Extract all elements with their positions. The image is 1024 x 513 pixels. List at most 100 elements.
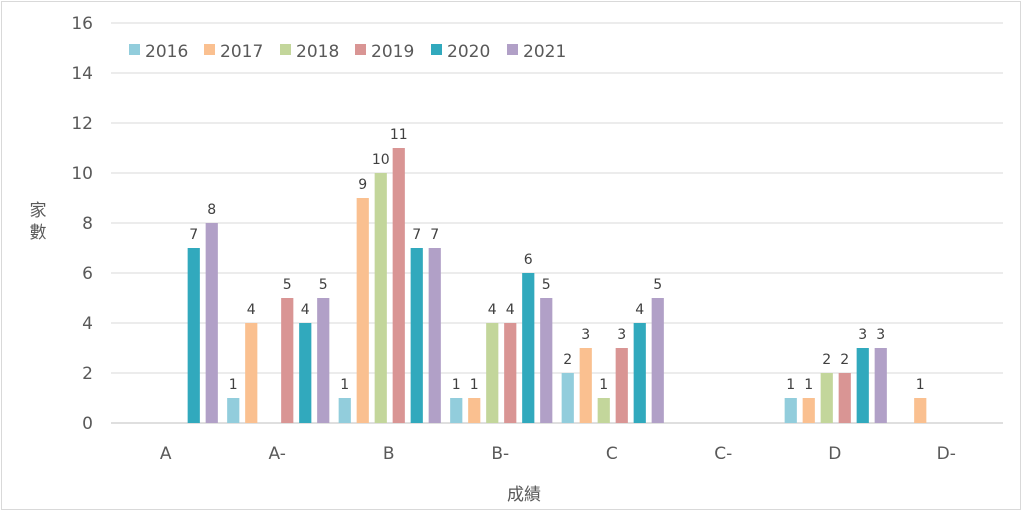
bar bbox=[820, 373, 833, 423]
bar bbox=[317, 298, 330, 423]
bar bbox=[227, 398, 240, 423]
bar bbox=[468, 398, 481, 423]
data-label: 1 bbox=[804, 377, 813, 393]
y-tick-label: 6 bbox=[82, 264, 93, 284]
y-tick-label: 10 bbox=[71, 164, 93, 184]
bar bbox=[914, 398, 927, 423]
bar bbox=[874, 348, 887, 423]
data-label: 5 bbox=[653, 277, 662, 293]
legend-swatch bbox=[355, 44, 366, 55]
data-label: 1 bbox=[229, 377, 238, 393]
bar bbox=[540, 298, 553, 423]
y-tick-label: 4 bbox=[82, 314, 93, 334]
legend-label: 2021 bbox=[523, 42, 566, 62]
x-tick-label: D- bbox=[937, 444, 956, 464]
y-tick-label: 14 bbox=[71, 64, 93, 84]
bar bbox=[392, 148, 405, 423]
data-label: 1 bbox=[470, 377, 479, 393]
legend-swatch bbox=[204, 44, 215, 55]
x-tick-label: B- bbox=[491, 444, 509, 464]
bar bbox=[245, 323, 258, 423]
bar bbox=[597, 398, 610, 423]
data-label: 4 bbox=[301, 302, 310, 318]
legend-label: 2017 bbox=[220, 42, 263, 62]
legend-swatch bbox=[431, 44, 442, 55]
bar bbox=[450, 398, 463, 423]
data-label: 4 bbox=[635, 302, 644, 318]
bar bbox=[784, 398, 797, 423]
data-label: 4 bbox=[247, 302, 256, 318]
legend-label: 2018 bbox=[296, 42, 339, 62]
data-label: 3 bbox=[876, 327, 885, 343]
y-tick-label: 16 bbox=[71, 14, 93, 34]
y-tick-label: 2 bbox=[82, 364, 93, 384]
gridlines bbox=[111, 22, 1003, 424]
data-label: 3 bbox=[617, 327, 626, 343]
bar bbox=[633, 323, 646, 423]
data-label: 2 bbox=[822, 352, 831, 368]
x-tick-label: C bbox=[606, 444, 618, 464]
data-label: 5 bbox=[319, 277, 328, 293]
x-tick-label: A- bbox=[269, 444, 286, 464]
data-label: 10 bbox=[372, 152, 390, 168]
data-label: 4 bbox=[506, 302, 515, 318]
bar bbox=[615, 348, 628, 423]
bar bbox=[299, 323, 312, 423]
bars bbox=[187, 148, 927, 423]
y-tick-label: 8 bbox=[82, 214, 93, 234]
data-label: 3 bbox=[581, 327, 590, 343]
bar bbox=[504, 323, 517, 423]
bar bbox=[338, 398, 351, 423]
bar bbox=[802, 398, 815, 423]
bar bbox=[187, 248, 200, 423]
bar bbox=[428, 248, 441, 423]
data-label: 8 bbox=[207, 202, 216, 218]
bar bbox=[410, 248, 423, 423]
x-axis-title: 成績 bbox=[507, 485, 541, 505]
data-label: 1 bbox=[452, 377, 461, 393]
data-label: 7 bbox=[430, 227, 439, 243]
x-tick-label: C- bbox=[714, 444, 732, 464]
data-label: 1 bbox=[786, 377, 795, 393]
legend: 2016 2017 2018 2019 2020 2021 bbox=[129, 42, 566, 62]
data-label: 3 bbox=[858, 327, 867, 343]
bar bbox=[838, 373, 851, 423]
bar bbox=[486, 323, 499, 423]
bar bbox=[522, 273, 535, 423]
data-label: 1 bbox=[340, 377, 349, 393]
bar bbox=[856, 348, 869, 423]
data-label: 9 bbox=[358, 177, 367, 193]
y-axis-ticks: 0 2 4 6 8 10 12 14 16 bbox=[71, 14, 93, 434]
data-label: 5 bbox=[283, 277, 292, 293]
y-axis-title: 家 bbox=[30, 201, 47, 221]
data-label: 4 bbox=[488, 302, 497, 318]
bar bbox=[281, 298, 294, 423]
y-tick-label: 0 bbox=[82, 414, 93, 434]
legend-swatch bbox=[129, 44, 140, 55]
y-axis-title-2: 數 bbox=[30, 223, 47, 243]
bar bbox=[579, 348, 592, 423]
data-label: 1 bbox=[916, 377, 925, 393]
legend-label: 2020 bbox=[447, 42, 490, 62]
data-label: 5 bbox=[542, 277, 551, 293]
data-label: 2 bbox=[563, 352, 572, 368]
y-tick-label: 12 bbox=[71, 114, 93, 134]
bar bbox=[651, 298, 664, 423]
legend-label: 2016 bbox=[145, 42, 188, 62]
data-label: 7 bbox=[189, 227, 198, 243]
x-axis-ticks: A A- B B- C C- D D- bbox=[160, 444, 956, 464]
legend-swatch bbox=[507, 44, 518, 55]
data-label: 7 bbox=[412, 227, 421, 243]
x-tick-label: B bbox=[383, 444, 395, 464]
data-label: 6 bbox=[524, 252, 533, 268]
legend-swatch bbox=[280, 44, 291, 55]
data-label: 2 bbox=[840, 352, 849, 368]
bar bbox=[356, 198, 369, 423]
data-label: 1 bbox=[599, 377, 608, 393]
bar bbox=[374, 173, 387, 423]
x-tick-label: D bbox=[828, 444, 841, 464]
legend-label: 2019 bbox=[371, 42, 414, 62]
